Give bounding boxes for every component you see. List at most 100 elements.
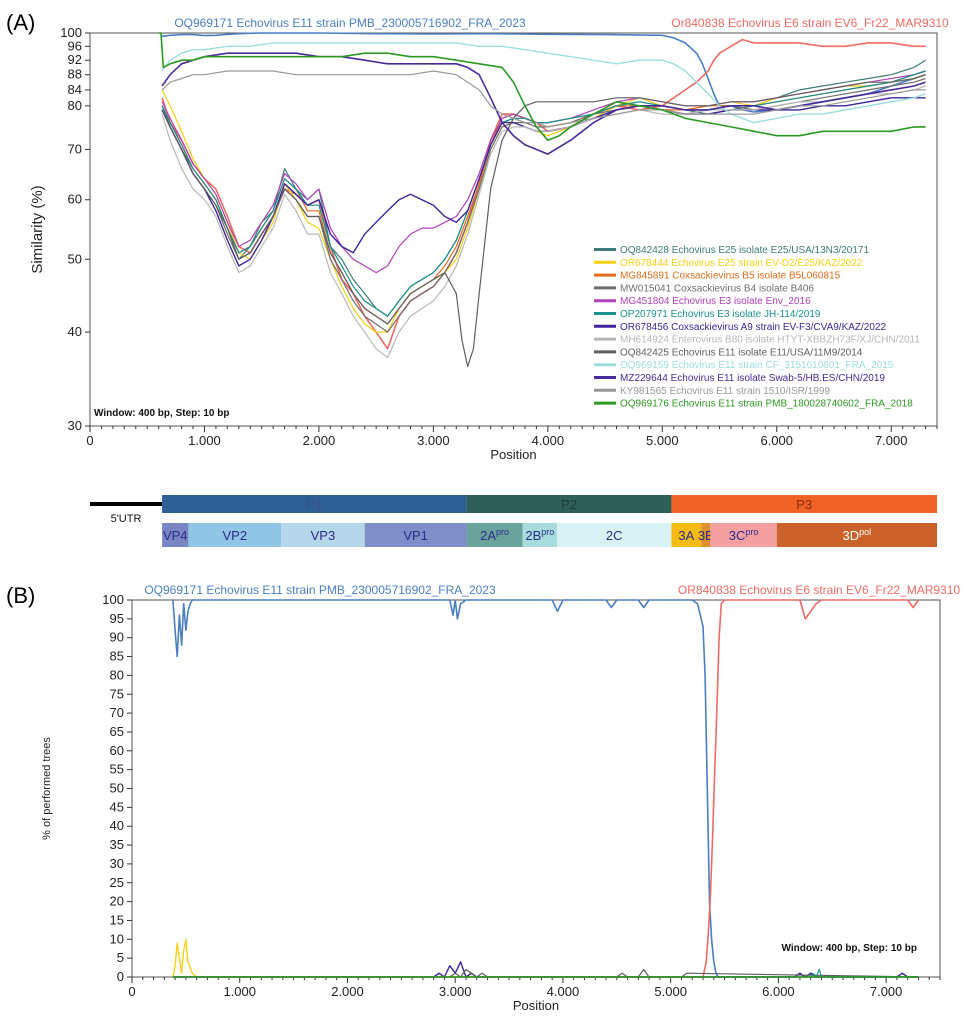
legend-entry: MZ229644 Echovirus E11 isolate Swab-5/HB…: [620, 373, 885, 384]
x-tick-label: 0: [86, 433, 93, 448]
x-tick-label: 3.000: [439, 984, 472, 999]
legend-entry: OQ842425 Echovirus E11 isolate E11/USA/1…: [620, 347, 863, 358]
polyprotein-p1: [162, 495, 467, 513]
y-tick-label: 100: [102, 592, 124, 607]
panel-a-label: (A): [6, 10, 35, 35]
y-tick-label: 96: [68, 38, 82, 53]
protein-2a: [466, 523, 523, 547]
y-tick-label: 84: [68, 82, 82, 97]
protein-name: 2A: [480, 528, 496, 543]
protein-3b: [701, 523, 711, 547]
protein-label-vp4: VP4: [163, 528, 188, 543]
y-tick-label: 0: [117, 969, 124, 984]
y-tick-label: 60: [68, 192, 82, 207]
y-tick-label: 40: [68, 324, 82, 339]
series-group: [158, 32, 926, 368]
protein-superscript: pro: [745, 527, 758, 537]
x-tick-label: 6.000: [762, 984, 795, 999]
protein-name: 2B: [525, 528, 541, 543]
legend-entry: MG451804 Echovirus E3 isolate Env_2016: [620, 296, 811, 307]
protein-label-2b: 2Bpro: [525, 527, 554, 543]
x-tick-label: 5.000: [646, 433, 679, 448]
protein-label-3a: 3A: [678, 528, 694, 543]
y-tick-label: 92: [68, 52, 82, 67]
x-tick-label: 5.000: [654, 984, 687, 999]
y-tick-label: 75: [110, 686, 124, 701]
legend-entry: OQ842428 Echovirus E25 isolate E25/USA/1…: [620, 245, 869, 256]
y-tick-label: 90: [110, 630, 124, 645]
protein-superscript: pol: [859, 527, 871, 537]
protein-label-vp3: VP3: [311, 528, 336, 543]
window-note: Window: 400 bp, Step: 10 bp: [782, 943, 917, 954]
y-tick-label: 45: [110, 799, 124, 814]
protein-vp4: [162, 523, 189, 547]
x-tick-label: 7.000: [875, 433, 908, 448]
y-tick-label: 85: [110, 649, 124, 664]
x-tick-label: 2.000: [331, 984, 364, 999]
protein-name: VP3: [311, 528, 336, 543]
protein-2b: [522, 523, 557, 547]
x-tick-label: 1.000: [223, 984, 256, 999]
y-tick-label: 10: [110, 931, 124, 946]
series-line-or840838: [172, 599, 920, 978]
legend-entry: OR678444 Echovirus E25 strain EV-D2/E25/…: [620, 258, 863, 269]
protein-label-2a: 2Apro: [480, 527, 509, 543]
legend-entry: MW015041 Coxsackievirus B4 isolate B406: [620, 283, 814, 294]
protein-label-vp2: VP2: [223, 528, 248, 543]
legend-entry: MG845891 Coxsackievirus B5 isolate B5L06…: [620, 271, 841, 282]
y-tick-label: 50: [110, 781, 124, 796]
y-tick-label: 30: [68, 418, 82, 433]
series-line-ky981565-echovirus-e11-strain-1510-isr-1: [161, 70, 926, 128]
polyprotein-p3: [671, 495, 937, 513]
y-tick-label: 35: [110, 837, 124, 852]
protein-label-3c: 3Cpro: [729, 527, 759, 543]
protein-3a: [671, 523, 702, 547]
protein-2c: [556, 523, 672, 547]
title-left: OQ969171 Echovirus E11 strain PMB_230005…: [144, 583, 496, 597]
protein-3c: [710, 523, 777, 547]
protein-superscript: pro: [541, 527, 554, 537]
protein-name: VP2: [223, 528, 248, 543]
x-tick-label: 4.000: [547, 984, 580, 999]
protein-name: VP4: [163, 528, 188, 543]
protein-vp1: [364, 523, 467, 547]
panel-b-label: (B): [6, 583, 35, 608]
y-tick-label: 95: [110, 611, 124, 626]
title-right: Or840838 Echovirus E6 strain EV6_Fr22_MA…: [671, 16, 949, 30]
series-line-oq969171: [172, 599, 919, 978]
y-axis-label: Similarity (%): [29, 185, 46, 273]
y-tick-label: 80: [68, 98, 82, 113]
protein-name: 3D: [843, 528, 860, 543]
y-tick-label: 40: [110, 818, 124, 833]
window-note: Window: 400 bp, Step: 10 bp: [94, 408, 229, 419]
y-tick-label: 55: [110, 762, 124, 777]
protein-name: 3B: [698, 528, 714, 543]
x-tick-label: 0: [128, 984, 135, 999]
legend-entry: OQ969176 Echovirus E11 strain PMB_180028…: [620, 399, 913, 410]
protein-label-vp1: VP1: [403, 528, 428, 543]
protein-label-3d: 3Dpol: [843, 527, 872, 543]
y-tick-label: 5: [117, 950, 124, 965]
legend-entry: KY981565 Echovirus E11 strain 1510/ISR/1…: [620, 386, 830, 397]
protein-label-2c: 2C: [606, 528, 623, 543]
series-line-mh614924-enterovirus-b80-isolate-htyt-xb: [161, 85, 926, 359]
y-tick-label: 20: [110, 894, 124, 909]
series-line-oq969176-echovirus-e11-strain-pmb-180028: [158, 32, 926, 141]
y-tick-label: 88: [68, 67, 82, 82]
legend-entry: MH614924 Enterovirus B80 isolate HTYT-XB…: [620, 335, 920, 346]
y-axis-label: % of performed trees: [41, 737, 53, 840]
utr-label: 5'UTR: [111, 513, 142, 525]
series-group: [172, 599, 920, 978]
x-tick-label: 2.000: [303, 433, 336, 448]
x-tick-label: 4.000: [532, 433, 565, 448]
legend-entry: OQ969159 Echovirus E11 strain CF_3151610…: [620, 360, 894, 371]
legend-entry: OP207971 Echovirus E3 isolate JH-114/201…: [620, 309, 821, 320]
y-tick-label: 30: [110, 856, 124, 871]
series-line-oq842425-echovirus-e11-isolate-e11-usa-1: [161, 74, 926, 368]
polyprotein-label-p2: P2: [561, 497, 577, 512]
protein-superscript: pro: [496, 527, 509, 537]
y-tick-label: 50: [68, 251, 82, 266]
